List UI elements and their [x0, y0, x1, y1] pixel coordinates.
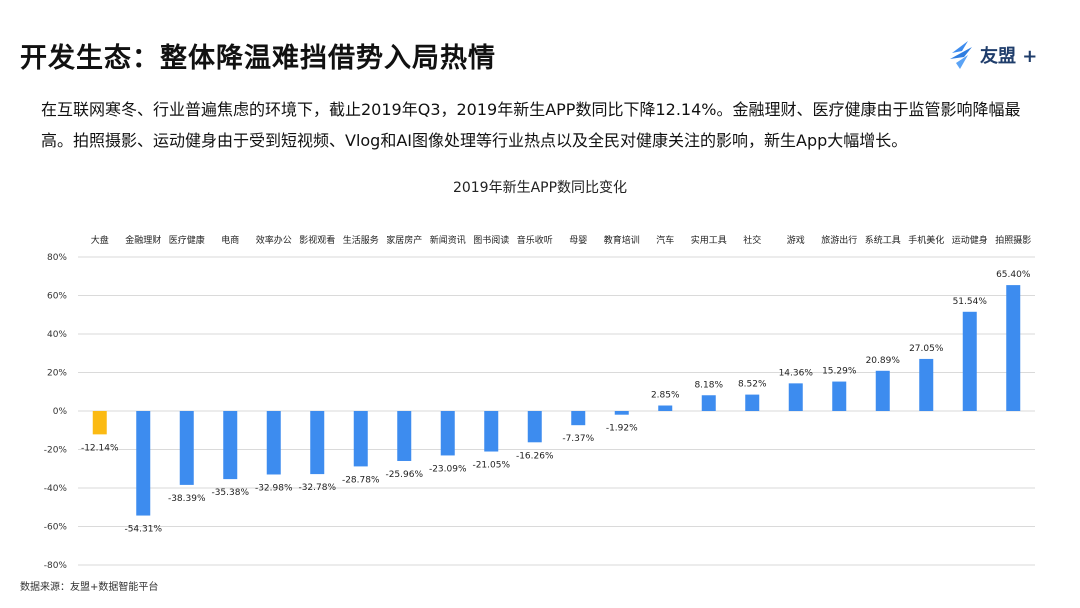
category-label: 图书阅读 [473, 234, 509, 246]
data-label: -32.78% [298, 483, 336, 493]
category-label: 社交 [743, 234, 761, 246]
data-label: 15.29% [822, 367, 857, 377]
y-tick-label: 60% [47, 292, 67, 302]
data-label: 27.05% [909, 344, 944, 354]
category-label: 手机美化 [908, 234, 944, 246]
brand-logo: 友盟 + [948, 38, 1037, 72]
data-label: 8.52% [738, 380, 767, 390]
y-tick-label: 80% [47, 253, 67, 263]
data-source-note: 数据来源：友盟+数据智能平台 [20, 582, 159, 593]
category-label: 拍照摄影 [995, 234, 1031, 246]
data-label: 65.40% [996, 270, 1031, 280]
category-label: 医疗健康 [169, 234, 205, 246]
bar [92, 411, 107, 435]
bar [571, 411, 586, 426]
bar [397, 411, 412, 461]
y-tick-label: -20% [44, 446, 68, 456]
bar [832, 381, 847, 411]
data-label: -1.92% [606, 424, 638, 434]
bar [745, 394, 760, 411]
y-tick-label: -80% [44, 561, 68, 571]
category-label: 生活服务 [343, 234, 379, 246]
category-label: 新闻资讯 [430, 234, 466, 246]
y-tick-label: -40% [44, 484, 68, 494]
data-label: 14.36% [779, 368, 814, 378]
data-labels: -12.14% -54.31% -38.39% -35.38% -32.98% -32.7… [81, 270, 1031, 534]
logo-text: 友盟 + [980, 46, 1038, 67]
category-label: 家居房产 [386, 234, 422, 246]
data-label: -54.31% [124, 525, 162, 535]
data-label: -23.09% [429, 464, 467, 474]
chart-title: 2019年新生APP数同比变化 [452, 180, 628, 196]
data-label: -25.96% [385, 470, 423, 480]
bar [223, 411, 238, 480]
category-label: 游戏 [787, 234, 805, 246]
data-label: 8.18% [694, 380, 723, 390]
category-label: 效率办公 [256, 234, 292, 246]
data-label: -12.14% [81, 443, 119, 453]
bar [440, 411, 455, 456]
category-label: 母婴 [569, 235, 587, 246]
bar [614, 411, 629, 415]
bar [527, 411, 542, 443]
page-title: 开发生态：整体降温难挡借势入局热情 [20, 43, 496, 74]
data-label: 20.89% [866, 356, 901, 366]
category-label: 汽车 [656, 234, 674, 246]
bar [962, 311, 977, 411]
category-label: 运动健身 [952, 234, 988, 246]
grid-lines [78, 256, 1035, 566]
bar [310, 411, 325, 475]
umeng-logo-icon [950, 41, 972, 69]
data-label: 51.54% [953, 297, 988, 307]
data-label: -38.39% [168, 494, 206, 504]
bar [484, 411, 499, 452]
category-label: 金融理财 [125, 234, 161, 246]
bar [266, 411, 281, 475]
category-label: 大盘 [91, 234, 109, 246]
bar [179, 411, 194, 485]
category-label: 电商 [221, 234, 239, 246]
category-label: 影视观看 [299, 234, 335, 246]
y-tick-label: 0% [53, 407, 68, 417]
data-label: -21.05% [472, 461, 510, 471]
category-label: 教育培训 [604, 234, 640, 246]
bars [92, 285, 1021, 516]
data-label: -16.26% [516, 451, 554, 461]
category-labels: 大盘 金融理财 医疗健康 电商 效率办公 影视观看 生活服务 家居房产 新闻资讯 图书阅读 音乐收听… [91, 234, 1032, 246]
category-label: 旅游出行 [821, 234, 857, 246]
y-tick-label: -60% [44, 523, 68, 533]
bar [136, 411, 151, 516]
y-tick-label: 20% [47, 369, 67, 379]
intro-text: 在互联网寒冬、行业普遍焦虑的环境下，截止2019年Q3，2019年新生APP数同… [41, 100, 1021, 150]
data-label: -28.78% [342, 475, 380, 485]
bar [919, 358, 934, 411]
bar [788, 383, 803, 411]
bar [1006, 285, 1021, 411]
data-label: 2.85% [651, 391, 680, 401]
bar [875, 370, 890, 411]
bar [658, 405, 673, 411]
y-tick-label: 40% [47, 330, 67, 340]
data-label: -35.38% [211, 488, 249, 498]
y-axis-ticks: -80% -60% -40% -20% 0% 20% 40% 60% 80% [44, 253, 68, 571]
category-label: 音乐收听 [517, 234, 553, 246]
bar [701, 395, 716, 411]
category-label: 系统工具 [865, 234, 901, 246]
data-label: -7.37% [562, 434, 594, 444]
category-label: 实用工具 [691, 234, 727, 246]
data-label: -32.98% [255, 483, 293, 493]
bar [353, 411, 368, 467]
